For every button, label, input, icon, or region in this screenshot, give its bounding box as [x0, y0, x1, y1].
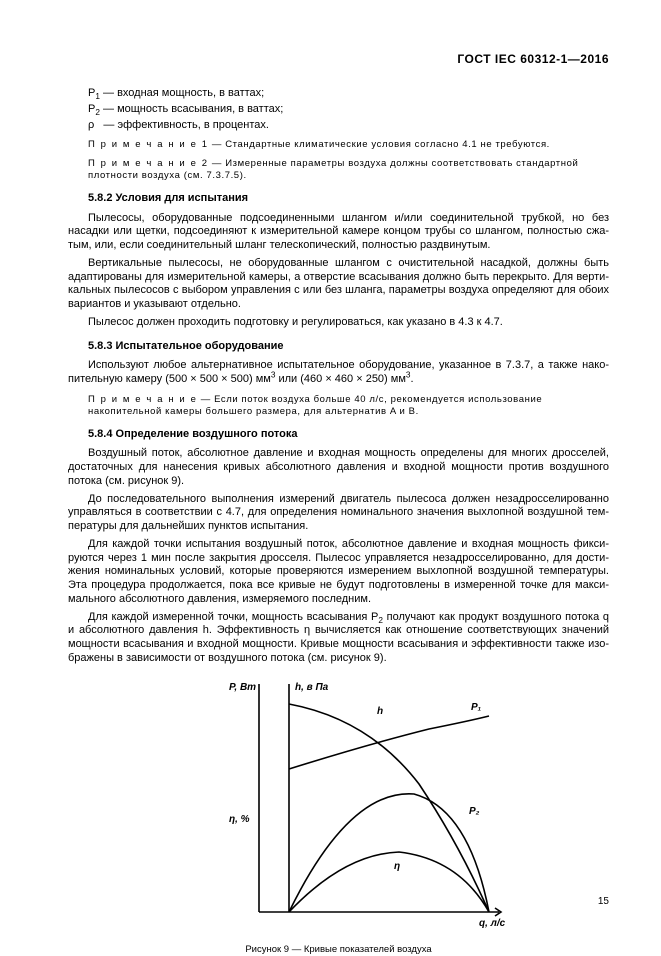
para-5-8-4-2: До последовательного выполнения измерени… [68, 493, 609, 534]
para-5-8-2-2: Вертикальные пылесосы, не оборудованные … [68, 257, 609, 312]
heading-5-8-2: 5.8.2 Условия для испытания [88, 192, 609, 206]
curve-eta [289, 852, 489, 912]
figure-9-svg: P, Вт h, в Па η, % q, л/с h P₁ P₂ η [169, 674, 509, 934]
ylabel-h: h, в Па [295, 682, 329, 693]
def-p1: P1 — входная мощность, в ваттах; [88, 87, 609, 101]
label-eta: η [394, 861, 400, 872]
heading-5-8-4: 5.8.4 Определение воздушного потока [88, 428, 609, 442]
page: ГОСТ IEC 60312-1—2016 P1 — входная мощно… [0, 0, 661, 936]
para-5-8-2-3: Пылесос должен проходить подготовку и ре… [68, 316, 609, 330]
def-rho-sym: ρ [88, 119, 94, 131]
note-2: П р и м е ч а н и е 2 — Измеренные парам… [88, 158, 609, 182]
def-p1-sym: P1 [88, 87, 100, 99]
def-p2: P2 — мощность всасывания, в ваттах; [88, 103, 609, 117]
label-p1: P₁ [471, 702, 482, 713]
note-5-8-3: П р и м е ч а н и е — Если поток воздуха… [88, 394, 609, 418]
para-5-8-4-3: Для каждой точки испытания воздушный пот… [68, 538, 609, 607]
para-5-8-3-1: Используют любое альтернативное испытате… [68, 359, 609, 387]
para-5-8-2-1: Пылесосы, оборудованные подсоединенными … [68, 212, 609, 253]
para-5-8-4-1: Воздушный поток, абсолютное давление и в… [68, 447, 609, 488]
curve-h [289, 704, 489, 912]
label-p2: P₂ [469, 806, 480, 817]
def-p2-txt: мощность всасывания, в ваттах; [117, 103, 283, 115]
curve-p1 [289, 716, 489, 769]
def-p2-sym: P2 [88, 103, 100, 115]
note-1-text: Стандартные климатические условия соглас… [225, 139, 550, 150]
xlabel-q: q, л/с [479, 918, 506, 929]
para-5-8-4-4: Для каждой измеренной точки, мощность вс… [68, 611, 609, 666]
figure-9: P, Вт h, в Па η, % q, л/с h P₁ P₂ η Рису… [68, 674, 609, 956]
doc-header: ГОСТ IEC 60312-1—2016 [68, 52, 609, 67]
ylabel-p: P, Вт [229, 682, 256, 693]
def-rho-txt: эффективность, в процентах. [118, 119, 269, 131]
page-number: 15 [598, 896, 609, 909]
figure-9-caption: Рисунок 9 — Кривые показателей воздуха [68, 944, 609, 956]
heading-5-8-3: 5.8.3 Испытательное оборудование [88, 340, 609, 354]
def-p1-txt: входная мощность, в ваттах; [117, 87, 264, 99]
ylabel-eta: η, % [229, 814, 250, 825]
note-1: П р и м е ч а н и е 1 — Стандартные клим… [88, 139, 609, 151]
definitions-block: P1 — входная мощность, в ваттах; P2 — мо… [88, 87, 609, 132]
label-h: h [377, 706, 383, 717]
def-rho: ρ — эффективность, в процентах. [88, 119, 609, 133]
